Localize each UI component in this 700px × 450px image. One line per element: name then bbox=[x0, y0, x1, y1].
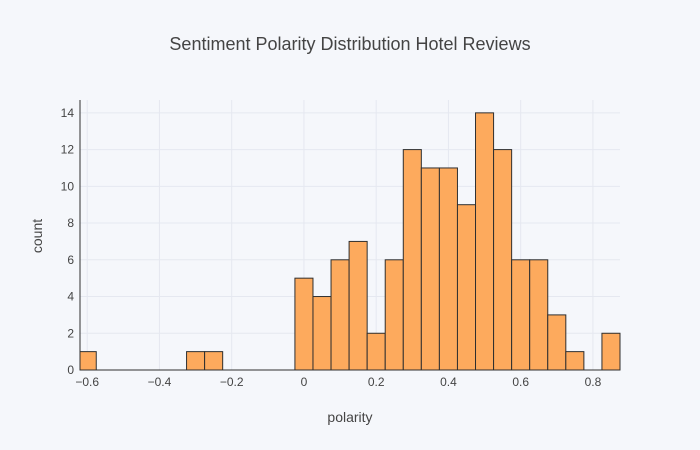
histogram-bar bbox=[438, 167, 458, 371]
histogram-bar bbox=[547, 314, 567, 371]
y-tick-label: 2 bbox=[67, 326, 74, 340]
y-tick-label: 8 bbox=[67, 216, 74, 230]
histogram-bar bbox=[565, 351, 585, 371]
x-tick-label: 0.2 bbox=[368, 375, 385, 389]
histogram-bar bbox=[330, 259, 350, 371]
axis-layer bbox=[79, 100, 620, 371]
histogram-bar bbox=[294, 277, 314, 371]
histogram-bar bbox=[204, 351, 224, 371]
histogram-bar bbox=[312, 296, 332, 371]
chart-title: Sentiment Polarity Distribution Hotel Re… bbox=[169, 34, 530, 54]
y-tick-label: 10 bbox=[61, 179, 75, 193]
y-tick-label: 0 bbox=[67, 363, 74, 377]
histogram-bar bbox=[384, 259, 404, 371]
x-tick-label: −0.6 bbox=[75, 375, 99, 389]
histogram-bar bbox=[601, 332, 621, 371]
histogram-bar bbox=[402, 149, 422, 371]
y-axis-title: count bbox=[29, 219, 45, 253]
tick-layer: −0.6 −0.4 −0.2 0 0.2 0.4 0.6 0.8 0 2 4 6 8 10 12 14 bbox=[61, 106, 602, 389]
histogram-bar bbox=[475, 112, 495, 371]
x-tick-label: 0 bbox=[301, 375, 308, 389]
x-tick-label: −0.4 bbox=[148, 375, 172, 389]
y-tick-label: 12 bbox=[61, 143, 75, 157]
histogram-bar bbox=[529, 259, 549, 371]
histogram-bar bbox=[348, 240, 368, 371]
y-tick-label: 6 bbox=[67, 253, 74, 267]
y-tick-label: 14 bbox=[61, 106, 75, 120]
x-tick-label: 0.4 bbox=[440, 375, 457, 389]
histogram-bar bbox=[493, 149, 513, 371]
x-tick-label: 0.6 bbox=[512, 375, 529, 389]
histogram-bar bbox=[511, 259, 531, 371]
bar-layer bbox=[79, 112, 621, 371]
histogram-bar bbox=[366, 332, 386, 371]
x-tick-label: 0.8 bbox=[585, 375, 602, 389]
histogram-bar bbox=[79, 351, 97, 371]
histogram-bar bbox=[186, 351, 206, 371]
histogram-bar bbox=[456, 204, 477, 371]
y-tick-label: 4 bbox=[67, 290, 74, 304]
x-axis-title: polarity bbox=[327, 409, 372, 425]
histogram-bar bbox=[420, 167, 440, 371]
x-tick-label: −0.2 bbox=[220, 375, 244, 389]
